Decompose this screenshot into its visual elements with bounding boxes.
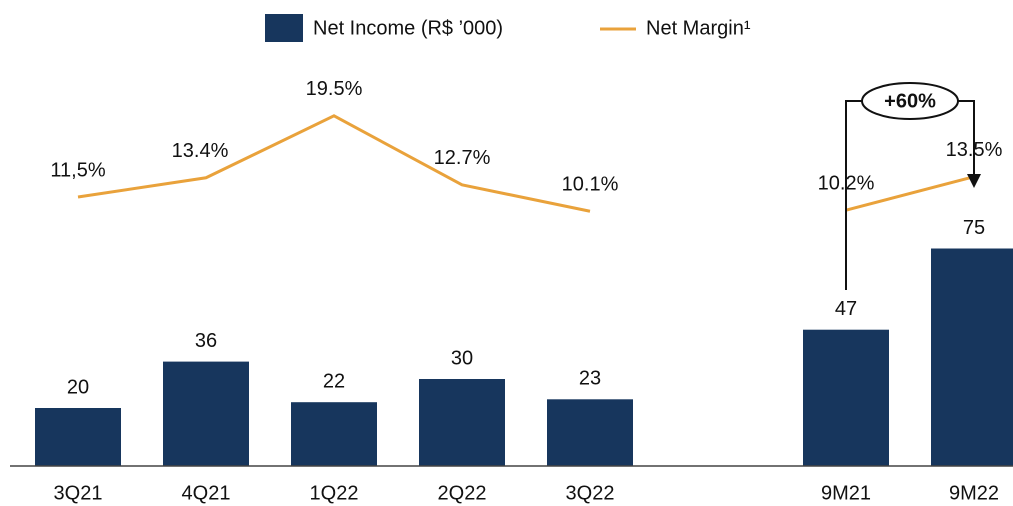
x-tick-label: 1Q22 bbox=[310, 482, 359, 504]
x-tick-label: 9M22 bbox=[949, 482, 999, 504]
bar bbox=[291, 402, 377, 466]
bar bbox=[419, 379, 505, 466]
line-label: 11,5% bbox=[50, 159, 105, 181]
bar bbox=[163, 361, 249, 466]
growth-annotation: +60% bbox=[845, 82, 981, 290]
x-tick-label: 2Q22 bbox=[438, 482, 487, 504]
bar bbox=[931, 248, 1013, 466]
legend-label: Net Income (R$ ’000) bbox=[313, 17, 503, 39]
annotation-text: +60% bbox=[884, 90, 936, 112]
bar-label: 36 bbox=[195, 330, 217, 352]
bar-label: 20 bbox=[67, 376, 89, 398]
line-label: 19.5% bbox=[306, 78, 363, 100]
bar-label: 47 bbox=[835, 298, 857, 320]
bar bbox=[35, 408, 121, 466]
bracket bbox=[845, 100, 862, 290]
legend-swatch-bar bbox=[265, 14, 303, 42]
line-label: 13.4% bbox=[172, 140, 229, 162]
bar-label: 22 bbox=[323, 370, 345, 392]
line-label: 12.7% bbox=[434, 147, 491, 169]
bar-label: 75 bbox=[963, 217, 985, 239]
x-tick-label: 3Q21 bbox=[54, 482, 103, 504]
bar bbox=[803, 329, 889, 466]
annotation-oval bbox=[861, 82, 959, 120]
line bbox=[77, 114, 975, 213]
arrow-head bbox=[967, 174, 981, 188]
bar-label: 30 bbox=[451, 347, 473, 369]
line-label: 10.1% bbox=[562, 174, 619, 196]
x-tick-label: 4Q21 bbox=[182, 482, 231, 504]
legend-label: Net Margin¹ bbox=[646, 17, 751, 39]
bar bbox=[547, 399, 633, 466]
x-tick-label: 9M21 bbox=[821, 482, 871, 504]
legend: Net Income (R$ ’000) Net Margin¹ bbox=[265, 14, 751, 42]
bracket bbox=[958, 100, 975, 176]
bar-label: 23 bbox=[579, 368, 601, 390]
x-tick-label: 3Q22 bbox=[566, 482, 615, 504]
